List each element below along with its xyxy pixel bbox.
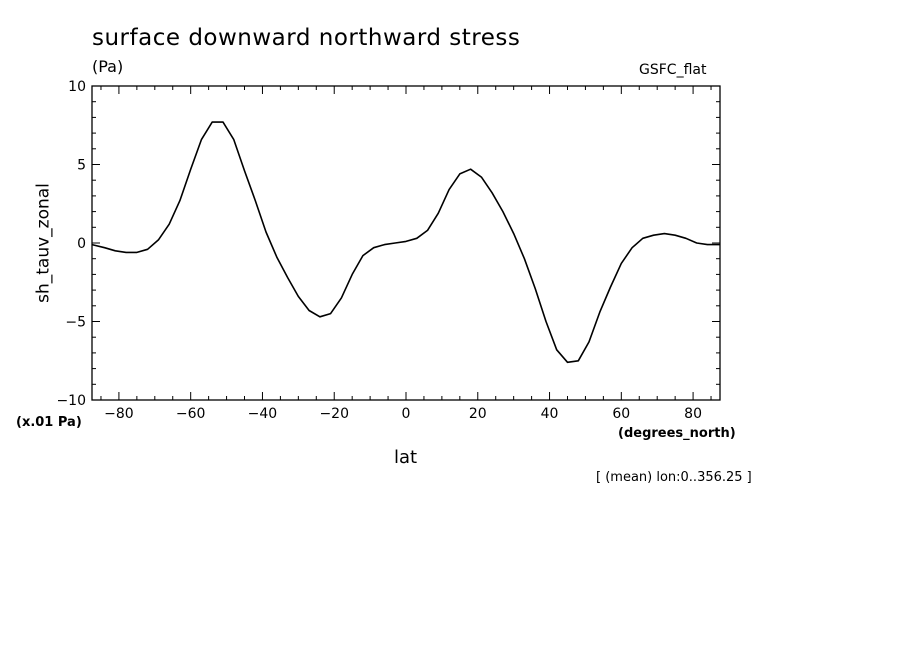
y-tick-label: −10 <box>56 393 86 409</box>
x-tick-label: 40 <box>541 406 559 422</box>
x-tick-label: −60 <box>176 406 206 422</box>
dataset-label: GSFC_flat <box>639 62 707 78</box>
y-scale-note: (x.01 Pa) <box>16 415 82 430</box>
x-axis-label: lat <box>394 447 418 468</box>
series-line <box>91 121 720 364</box>
context-note: [ (mean) lon:0..356.25 ] <box>596 470 752 485</box>
y-tick-label: 10 <box>68 79 86 95</box>
chart-units: (Pa) <box>92 57 124 76</box>
axis-tick-labels: −80 −60 −40 −20 0 20 40 60 80 −10 −5 0 5 10 <box>56 79 702 422</box>
x-tick-label: 80 <box>684 406 702 422</box>
x-tick-label: −20 <box>319 406 349 422</box>
x-tick-label: −40 <box>248 406 278 422</box>
y-tick-label: 0 <box>77 236 86 252</box>
x-tick-label: −80 <box>104 406 134 422</box>
y-tick-label: 5 <box>77 158 86 174</box>
chart-title: surface downward northward stress <box>92 25 521 51</box>
y-tick-label: −5 <box>65 315 86 331</box>
x-axis-units: (degrees_north) <box>618 426 736 441</box>
plot-frame <box>91 85 721 401</box>
x-tick-label: 60 <box>612 406 630 422</box>
x-tick-label: 20 <box>469 406 487 422</box>
x-tick-label: 0 <box>402 406 411 422</box>
axis-ticks <box>92 85 720 401</box>
